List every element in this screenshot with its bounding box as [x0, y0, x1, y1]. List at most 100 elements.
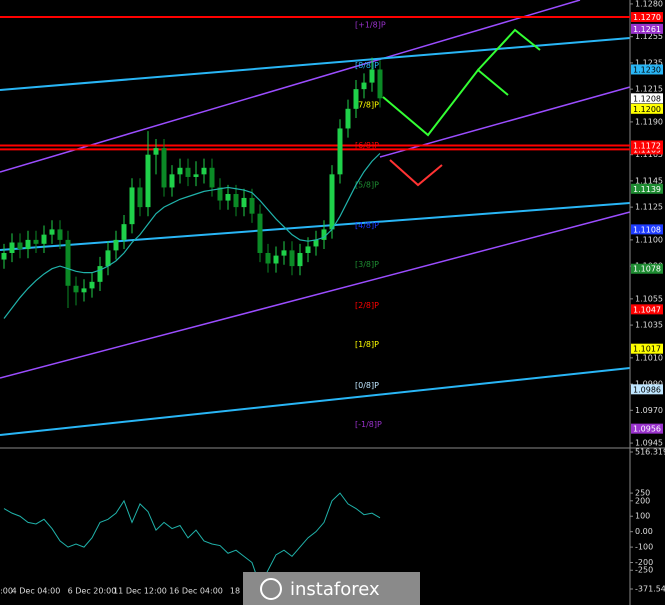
trend-line [0, 202, 631, 251]
price-tag-label: 1.1017 [633, 345, 661, 354]
y-tick-label: 1.1255 [635, 32, 663, 41]
oscillator-line [3, 492, 381, 587]
candle-body [329, 174, 335, 230]
murray-label: [7/8]P [355, 100, 379, 109]
y-tick-label: 1.1035 [635, 321, 663, 330]
price-tag [631, 23, 663, 34]
price-tag-label: 1.1200 [633, 105, 661, 114]
candle-body [49, 229, 55, 235]
candle-body [321, 229, 327, 240]
candle-body [193, 174, 199, 177]
candle-body [353, 89, 359, 109]
candle-body [89, 281, 95, 289]
murray-label: [3/8]P [355, 260, 379, 269]
price-tag-label: 1.0986 [633, 385, 661, 394]
candle-body [1, 252, 7, 260]
x-tick-label: 11 Dec 12:00 [113, 587, 167, 596]
y-tick-label: 1.1010 [635, 353, 663, 362]
candle-body [201, 167, 207, 175]
candle-body [113, 239, 119, 251]
candle-body [185, 167, 191, 177]
y-tick-label: 1.1280 [635, 0, 663, 8]
candle-body [121, 224, 127, 240]
candle-body [161, 148, 167, 188]
candle-body [225, 194, 231, 201]
channel-line [0, 0, 581, 173]
x-tick-label: 4 Dec 04:00 [12, 587, 61, 596]
price-tag-label: 1.1230 [633, 65, 661, 74]
candle-body [313, 239, 319, 247]
murray-label: [-1/8]P [355, 420, 382, 429]
price-tag-label: 1.1047 [633, 305, 661, 314]
candle-body [73, 285, 79, 293]
candle-body [129, 187, 135, 225]
logo: instaforex [243, 572, 420, 605]
trend-line [0, 37, 631, 91]
candle-body [105, 250, 111, 267]
candle-body [345, 108, 351, 129]
candle-body [9, 242, 15, 253]
price-tag [631, 263, 663, 274]
candle-body [41, 234, 47, 244]
candle-body [33, 239, 39, 244]
y-tick-label: 1.1235 [635, 58, 663, 67]
price-tag [631, 183, 663, 194]
candle-body [257, 213, 263, 253]
price-tag-label: 1.1108 [633, 225, 661, 234]
price-tag [631, 343, 663, 354]
price-tag-label: 1.1139 [633, 185, 661, 194]
candle-body [209, 167, 215, 188]
candle-body [337, 128, 343, 175]
candle-body [361, 82, 367, 90]
y-tick-label: 250 [635, 489, 650, 498]
x-tick-label: 2:00 [0, 587, 13, 596]
y-tick-label: 516.3192 [635, 448, 665, 457]
moving-average [3, 152, 381, 319]
candle-body [81, 288, 87, 293]
price-tag [631, 12, 663, 23]
y-tick-label: -100 [635, 543, 653, 552]
price-tag-label: 1.1208 [633, 94, 661, 103]
y-tick-label: 1.0970 [635, 406, 663, 415]
y-tick-label: 200 [635, 496, 650, 505]
candle-body [25, 239, 31, 250]
murray-label: [5/8]P [355, 180, 379, 189]
price-tag [631, 64, 663, 75]
murray-label: [2/8]P [355, 301, 379, 310]
price-tag-label: 1.1078 [633, 265, 661, 274]
candle-body [177, 167, 183, 175]
candle-body [289, 250, 295, 267]
candle-body [97, 266, 103, 282]
candle-body [169, 174, 175, 188]
price-tag-label: 1.1270 [633, 13, 661, 22]
y-tick-label: 1.0945 [635, 439, 663, 448]
y-tick-label: 1.1145 [635, 176, 663, 185]
murray-label: [1/8]P [355, 340, 379, 349]
y-tick-label: 1.1125 [635, 203, 663, 212]
candle-body [377, 69, 383, 99]
y-tick-label: 1.1165 [635, 150, 663, 159]
murray-label: [8/8]P [355, 61, 379, 70]
price-tag [631, 140, 663, 151]
candle-body [297, 252, 303, 267]
y-tick-label: -250 [635, 566, 653, 575]
candle-body [17, 242, 23, 250]
price-tag-label: 1.1172 [633, 142, 661, 151]
channel-line [0, 211, 631, 379]
y-tick-label: 100 [635, 512, 650, 521]
x-tick-label: 6 Dec 20:00 [68, 587, 117, 596]
candle-body [265, 252, 271, 264]
trend-line [0, 367, 631, 436]
logo-text: instaforex [290, 579, 380, 600]
candle-body [57, 229, 63, 240]
y-tick-label: -200 [635, 558, 653, 567]
candle-body [273, 255, 279, 264]
price-tag [631, 423, 663, 434]
candle-body [65, 239, 71, 286]
candle-body [241, 197, 247, 208]
murray-label: [0/8]P [355, 381, 379, 390]
candle-body [145, 154, 151, 208]
y-tick-label: 1.1100 [635, 235, 663, 244]
